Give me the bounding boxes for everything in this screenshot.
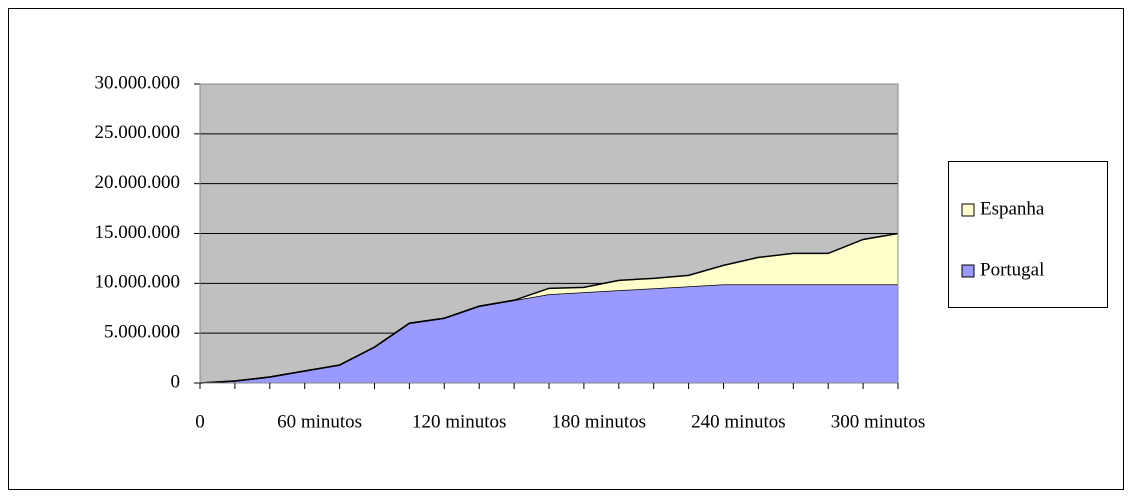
x-tick-label: 240 minutos [691,411,785,432]
legend-label: Portugal [980,259,1044,280]
y-tick-label: 30.000.000 [95,72,181,93]
legend-label: Espanha [980,198,1045,219]
x-tick-label: 180 minutos [552,411,646,432]
legend-swatch [961,264,975,278]
y-tick-label: 10.000.000 [95,272,181,293]
y-tick-label: 5.000.000 [104,322,180,343]
area-edge [199,232,899,384]
y-tick-label: 25.000.000 [95,122,181,143]
y-tick-label: 15.000.000 [95,222,181,243]
x-tick-label: 60 minutos [277,411,362,432]
area [200,284,898,383]
x-tick-label: 300 minutos [831,411,925,432]
y-tick-label: 20.000.000 [95,172,181,193]
x-tick-label: 120 minutos [412,411,506,432]
legend [948,161,1108,308]
x-tick-label: 0 [195,411,205,432]
y-tick-label: 0 [171,371,181,392]
area [200,233,898,383]
legend-swatch [961,203,975,217]
